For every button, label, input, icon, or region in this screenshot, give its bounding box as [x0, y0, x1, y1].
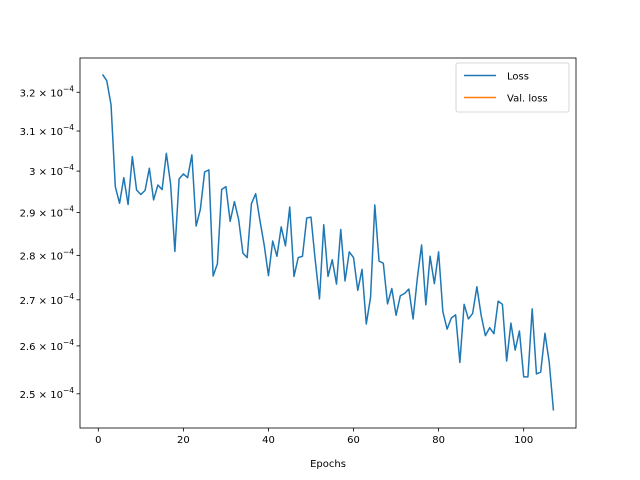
series-line-loss	[101, 74, 555, 411]
y-tick-label: 2.5 × 10−4	[20, 386, 75, 401]
y-axis: 2.5 × 10−4 2.6 × 10−4 2.7 × 10−4 2.8 × 10−4…	[20, 84, 80, 401]
x-tick-label: 60	[347, 435, 360, 446]
legend-label-loss: Loss	[507, 72, 529, 83]
x-tick-label: 40	[262, 435, 275, 446]
plot-frame	[79, 57, 577, 429]
y-tick-label: 3.1 × 10−4	[20, 123, 75, 138]
x-axis: 0 20 40 60 80 100	[95, 428, 533, 446]
y-tick-label: 3 × 10−4	[29, 163, 74, 178]
x-tick-label: 100	[514, 435, 533, 446]
x-tick-label: 0	[95, 435, 101, 446]
y-tick-label: 2.8 × 10−4	[20, 247, 75, 262]
y-tick-label: 2.9 × 10−4	[20, 205, 75, 220]
y-tick-label: 3.2 × 10−4	[20, 84, 75, 99]
legend-box	[455, 62, 570, 113]
legend: Loss Val. loss	[455, 62, 570, 113]
legend-label-val-loss: Val. loss	[507, 94, 548, 105]
x-tick-label: 80	[432, 435, 445, 446]
plot-data	[101, 74, 555, 411]
y-tick-label: 2.7 × 10−4	[20, 292, 75, 307]
y-tick-label: 2.6 × 10−4	[20, 338, 75, 353]
x-tick-label: 20	[177, 435, 190, 446]
x-axis-label: Epochs	[310, 459, 346, 470]
